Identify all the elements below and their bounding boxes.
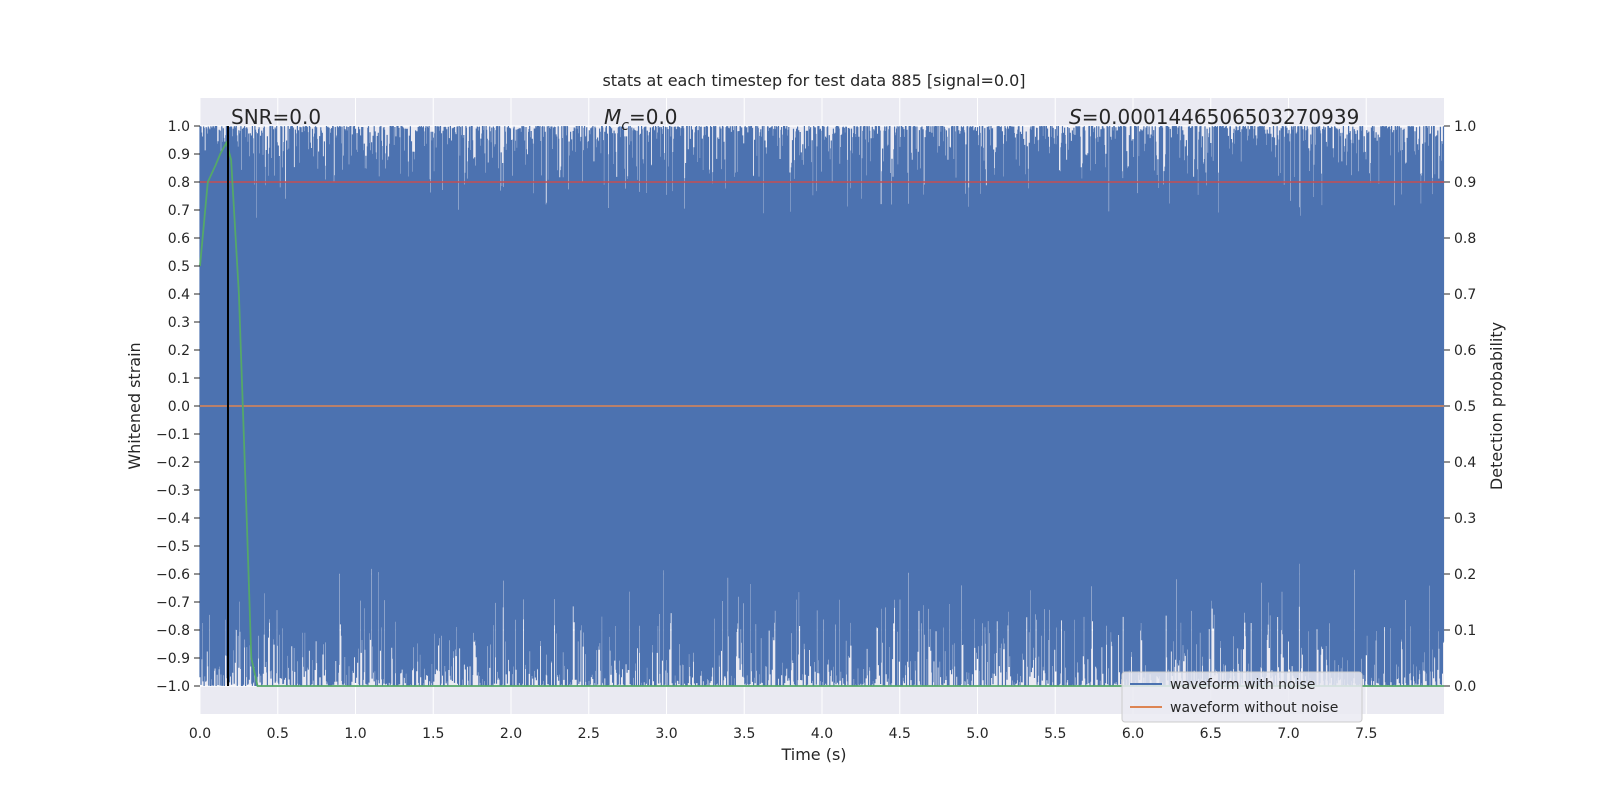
y-tick-label: −0.6 bbox=[156, 567, 190, 583]
snr-annotation: SNR=0.0 bbox=[231, 105, 321, 129]
x-tick-label: 2.0 bbox=[500, 726, 522, 742]
x-axis-label: Time (s) bbox=[780, 745, 846, 764]
x-tick-label: 1.5 bbox=[422, 726, 444, 742]
y2-tick-label: 0.8 bbox=[1454, 231, 1476, 247]
y2-tick-label: 0.5 bbox=[1454, 399, 1476, 415]
x-tick-label: 5.5 bbox=[1044, 726, 1066, 742]
mc-subscript: c bbox=[621, 118, 629, 134]
noise-waveform-path bbox=[199, 126, 1445, 686]
x-tick-label: 5.0 bbox=[966, 726, 988, 742]
detection-probability-line bbox=[199, 140, 1444, 687]
y-tick-label: −0.5 bbox=[156, 539, 190, 555]
y2-axis-ticks: 1.0 0.9 0.8 0.7 0.6 0.5 0.4 0.3 0.2 0.1 0.0 bbox=[1444, 119, 1476, 695]
mc-value: =0.0 bbox=[629, 105, 678, 129]
y-tick-label: 0.5 bbox=[168, 259, 190, 275]
x-tick-label: 0.5 bbox=[267, 726, 289, 742]
y2-tick-label: 0.7 bbox=[1454, 287, 1476, 303]
y2-axis-label: Detection probability bbox=[1487, 322, 1506, 490]
y-tick-label: 0.2 bbox=[168, 343, 190, 359]
y-tick-label: −0.7 bbox=[156, 595, 190, 611]
series-lines bbox=[199, 126, 1444, 687]
y-tick-label: 0.8 bbox=[168, 175, 190, 191]
y-tick-label: −0.8 bbox=[156, 623, 190, 639]
y2-tick-label: 0.9 bbox=[1454, 175, 1476, 191]
y2-tick-label: 0.0 bbox=[1454, 679, 1476, 695]
legend-label-clean: waveform without noise bbox=[1170, 700, 1338, 716]
y2-tick-label: 1.0 bbox=[1454, 119, 1476, 135]
y-tick-label: 0.7 bbox=[168, 203, 190, 219]
y-tick-label: 0.4 bbox=[168, 287, 190, 303]
chirp-mass-annotation: Mc=0.0 bbox=[604, 105, 678, 134]
x-tick-label: 0.0 bbox=[189, 726, 211, 742]
x-tick-label: 3.0 bbox=[655, 726, 677, 742]
mc-symbol: M bbox=[604, 105, 621, 129]
x-tick-label: 7.5 bbox=[1355, 726, 1377, 742]
x-tick-label: 1.0 bbox=[344, 726, 366, 742]
y-tick-label: 0.9 bbox=[168, 147, 190, 163]
y2-tick-label: 0.6 bbox=[1454, 343, 1476, 359]
y-tick-label: 1.0 bbox=[168, 119, 190, 135]
chart-title: stats at each timestep for test data 885… bbox=[602, 71, 1025, 90]
x-tick-label: 2.5 bbox=[578, 726, 600, 742]
y-axis-ticks: 1.0 0.9 0.8 0.7 0.6 0.5 0.4 0.3 0.2 0.1 0.0 −0.1 −0.… bbox=[156, 119, 200, 695]
legend-box bbox=[1121, 671, 1363, 723]
y-tick-label: 0.6 bbox=[168, 231, 190, 247]
s-annotation: S=0.0001446506503270939 bbox=[1069, 105, 1359, 129]
y-tick-label: −0.9 bbox=[156, 651, 190, 667]
x-tick-label: 7.0 bbox=[1277, 726, 1299, 742]
x-tick-label: 4.5 bbox=[889, 726, 911, 742]
y2-tick-label: 0.3 bbox=[1454, 511, 1476, 527]
y-tick-label: 0.0 bbox=[168, 399, 190, 415]
y-tick-label: −1.0 bbox=[156, 679, 190, 695]
legend: waveform with noise waveform without noi… bbox=[1121, 671, 1363, 723]
x-axis-ticks: 0.0 0.5 1.0 1.5 2.0 2.5 3.0 3.5 4.0 4.5 5.0 5.5 6.0 6… bbox=[189, 726, 1378, 742]
y-tick-label: −0.2 bbox=[156, 455, 190, 471]
y-tick-label: −0.4 bbox=[156, 511, 190, 527]
legend-label-noise: waveform with noise bbox=[1170, 677, 1315, 693]
y-tick-label: 0.1 bbox=[168, 371, 190, 387]
y-axis-label: Whitened strain bbox=[125, 342, 144, 469]
x-tick-label: 3.5 bbox=[733, 726, 755, 742]
s-value: =0.0001446506503270939 bbox=[1082, 105, 1360, 129]
x-tick-label: 4.0 bbox=[811, 726, 833, 742]
s-symbol: S bbox=[1069, 105, 1082, 129]
y-tick-label: −0.1 bbox=[156, 427, 190, 443]
y2-tick-label: 0.2 bbox=[1454, 567, 1476, 583]
y-tick-label: −0.3 bbox=[156, 483, 190, 499]
y2-tick-label: 0.4 bbox=[1454, 455, 1476, 471]
x-tick-label: 6.0 bbox=[1122, 726, 1144, 742]
series-waveform-with-noise bbox=[199, 126, 1445, 686]
y2-tick-label: 0.1 bbox=[1454, 623, 1476, 639]
x-tick-label: 6.5 bbox=[1200, 726, 1222, 742]
y-tick-label: 0.3 bbox=[168, 315, 190, 331]
